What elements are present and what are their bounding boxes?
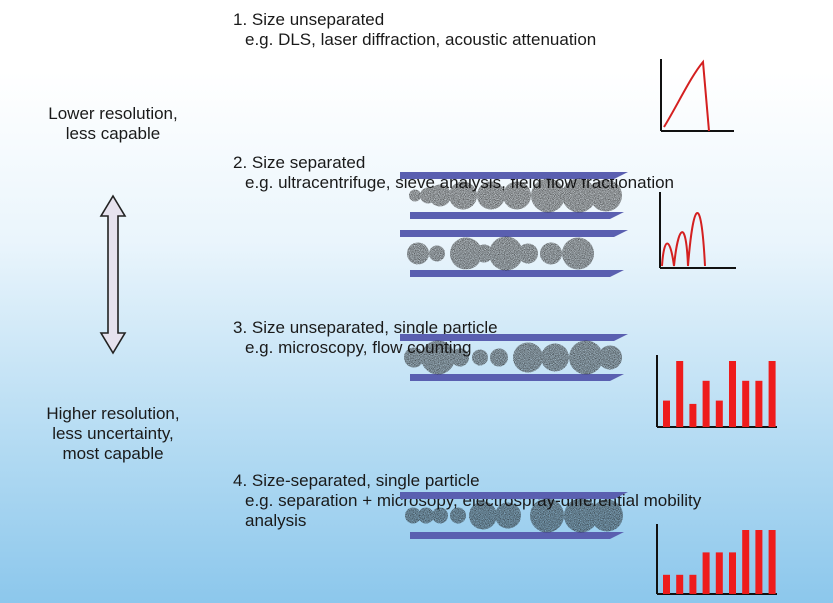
channel-top-plate xyxy=(400,172,628,179)
histogram-bar xyxy=(715,552,723,594)
histogram-bar xyxy=(702,552,710,594)
histogram-bar xyxy=(729,552,736,594)
particle-icon xyxy=(590,179,622,212)
plot-1-single-peak xyxy=(660,59,734,132)
particle-icon xyxy=(407,242,429,265)
distribution-curve xyxy=(663,59,710,132)
step-1-title: 1. Size unseparated xyxy=(233,10,385,29)
higher-resolution-line-2: less uncertainty, xyxy=(52,424,174,443)
channel-bottom-plate xyxy=(410,374,624,381)
distribution-curve xyxy=(661,212,706,267)
channel-4-diagram xyxy=(400,492,628,539)
particle-icon xyxy=(475,244,493,263)
particle-icon xyxy=(405,507,421,524)
particle-icon xyxy=(429,184,451,207)
particle-icon xyxy=(495,502,521,529)
particle-icon xyxy=(540,242,562,265)
channel-3-diagram xyxy=(400,334,628,381)
channel-bottom-plate xyxy=(410,212,624,219)
particle-icon xyxy=(518,243,538,264)
particle-icon xyxy=(530,498,564,533)
channel-2-diagram xyxy=(400,172,628,219)
histogram-bar xyxy=(676,361,684,427)
particle-icon xyxy=(429,245,445,262)
particle-icon xyxy=(564,498,598,533)
histogram-bar xyxy=(689,574,697,594)
particles xyxy=(404,340,622,375)
histogram-bar xyxy=(742,380,750,427)
channel-bottom-plate xyxy=(410,532,624,539)
particles xyxy=(405,498,623,533)
particle-icon xyxy=(598,345,622,370)
particle-icon xyxy=(503,181,531,210)
step-3-title: 3. Size unseparated, single particle xyxy=(233,318,498,337)
particle-icon xyxy=(513,342,543,373)
histogram-bar xyxy=(663,400,670,427)
particle-icon xyxy=(591,499,623,532)
histogram-bar xyxy=(768,530,776,594)
particle-icon xyxy=(569,340,603,375)
plot-2-multi-peak xyxy=(659,192,736,269)
higher-resolution-line-3: most capable xyxy=(62,444,164,463)
lower-resolution-label: Lower resolution, less capable xyxy=(48,104,177,144)
higher-resolution-label: Higher resolution, less uncertainty, mos… xyxy=(46,404,179,464)
histogram-bar xyxy=(702,380,710,427)
particle-icon xyxy=(450,507,466,524)
step-1-text: 1. Size unseparated e.g. DLS, laser diff… xyxy=(233,10,596,50)
particle-icon xyxy=(562,178,596,213)
channel-bottom-plate xyxy=(410,270,624,277)
particle-icon xyxy=(450,237,482,270)
channel-1-diagram xyxy=(400,230,628,277)
particle-icon xyxy=(477,181,505,210)
lower-resolution-line-1: Lower resolution, xyxy=(48,104,178,123)
step-2-title: 2. Size separated xyxy=(233,153,366,172)
particle-icon xyxy=(421,340,455,375)
channel-top-plate xyxy=(400,492,628,499)
histogram-bar xyxy=(689,403,697,427)
particle-icon xyxy=(489,236,523,271)
particle-icon xyxy=(409,189,421,202)
particle-icon xyxy=(432,507,448,524)
plot-4-histogram xyxy=(656,524,777,595)
particles xyxy=(407,236,594,271)
particle-icon xyxy=(404,347,424,368)
channel-top-plate xyxy=(400,334,628,341)
resolution-arrow-icon xyxy=(99,194,127,355)
histogram-bar xyxy=(676,574,684,594)
step-4-examples-line-2: analysis xyxy=(245,511,307,530)
plot-3-histogram xyxy=(656,355,777,428)
particle-icon xyxy=(449,181,477,210)
particle-icon xyxy=(418,507,434,524)
histogram-bar xyxy=(663,574,670,594)
histogram-bar xyxy=(768,361,776,427)
step-4-title: 4. Size-separated, single particle xyxy=(233,471,480,490)
histogram-bar xyxy=(729,361,736,427)
lower-resolution-line-2: less capable xyxy=(65,124,161,143)
higher-resolution-line-1: Higher resolution, xyxy=(46,404,180,423)
histogram-bar xyxy=(755,530,763,594)
step-1-examples: e.g. DLS, laser diffraction, acoustic at… xyxy=(245,30,597,49)
channel-top-plate xyxy=(400,230,628,237)
histogram-bar xyxy=(742,530,750,594)
particle-icon xyxy=(472,349,488,366)
particle-icon xyxy=(531,178,565,213)
particle-icon xyxy=(490,348,508,367)
particle-icon xyxy=(451,348,469,367)
particle-icon xyxy=(562,237,594,270)
particles xyxy=(409,178,622,213)
histogram-bar xyxy=(715,400,723,427)
histogram-bar xyxy=(755,380,763,427)
particle-icon xyxy=(469,501,497,530)
particle-icon xyxy=(541,343,569,372)
